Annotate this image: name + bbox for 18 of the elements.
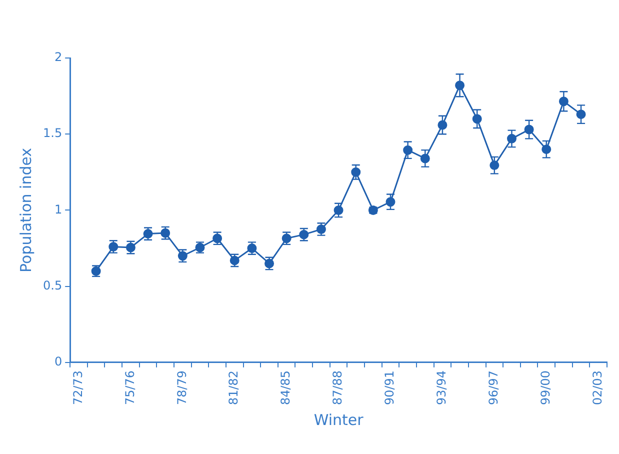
y-tick-label: 2 (54, 50, 62, 64)
x-tick-label: 90/91 (382, 370, 397, 406)
y-axis-title: Population index (16, 148, 35, 273)
x-tick-label: 96/97 (486, 370, 501, 406)
x-tick-label: 99/00 (538, 370, 553, 406)
x-tick-label: 02/03 (590, 370, 604, 406)
x-tick-label: 78/79 (174, 370, 189, 406)
x-tick-label: 75/76 (122, 370, 137, 406)
x-tick-label: 93/94 (434, 370, 449, 406)
x-tick-label: 72/73 (70, 370, 85, 406)
y-tick-label: 1.5 (42, 126, 62, 140)
y-tick-label: 1 (54, 202, 62, 216)
x-tick-label: 87/88 (330, 370, 345, 406)
y-tick-label: 0 (54, 354, 62, 369)
x-tick-label: 81/82 (226, 370, 241, 406)
y-tick-label: 0.5 (42, 278, 62, 292)
x-tick-label: 84/85 (278, 370, 293, 406)
x-axis-title: Winter (314, 410, 364, 429)
